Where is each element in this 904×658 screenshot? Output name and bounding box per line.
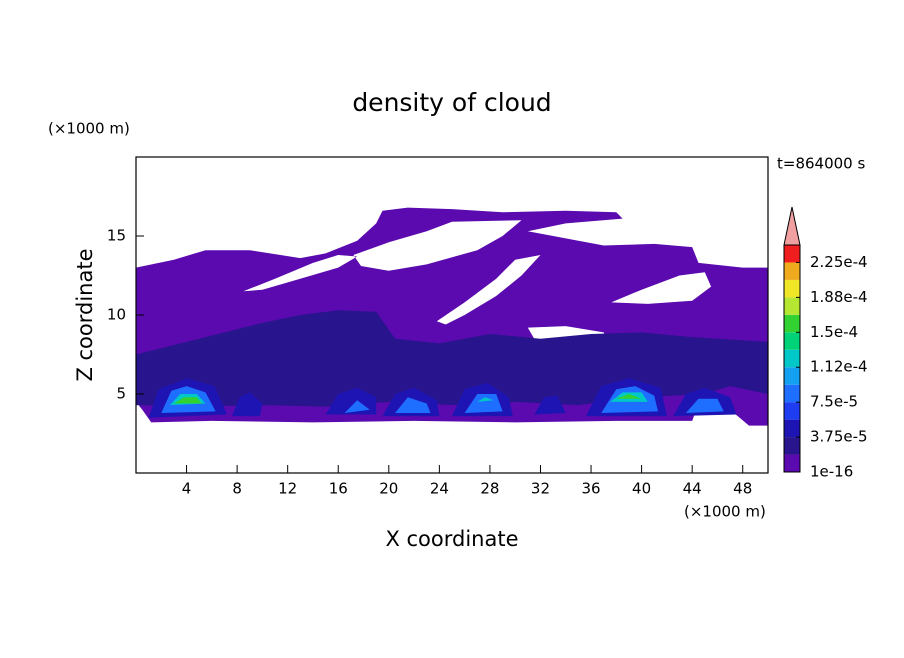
x-tick-label: 32 <box>531 480 550 498</box>
colorbar-band <box>784 332 800 350</box>
colorbar-band <box>784 454 800 472</box>
colorbar-band <box>784 262 800 280</box>
colorbar-band <box>784 297 800 315</box>
x-tick-label: 20 <box>379 480 398 498</box>
chart-title: density of cloud <box>352 88 551 117</box>
y-axis-label: Z coordinate <box>73 248 97 381</box>
time-label: t=864000 s <box>777 155 865 173</box>
x-tick-label: 12 <box>278 480 297 498</box>
contour-region <box>161 386 724 413</box>
x-tick-label: 36 <box>581 480 600 498</box>
colorbar-band <box>784 245 800 263</box>
y-tick-label: 15 <box>107 227 126 245</box>
colorbar-tick-label: 1e-16 <box>810 463 853 481</box>
colorbar-band <box>784 349 800 368</box>
colorbar-band <box>784 314 800 333</box>
colorbar-extend <box>783 206 801 246</box>
colorbar-tick-label: 1.88e-4 <box>810 288 868 306</box>
y-tick-label: 5 <box>116 385 126 403</box>
x-tick-label: 16 <box>329 480 348 498</box>
colorbar-tick-label: 2.25e-4 <box>810 253 868 271</box>
x-tick-label: 40 <box>632 480 651 498</box>
colorbar-band <box>784 437 800 455</box>
x-tick-label: 44 <box>683 480 702 498</box>
y-tick-label: 10 <box>107 306 126 324</box>
colorbar-band <box>784 367 800 385</box>
x-tick-label: 48 <box>733 480 752 498</box>
colorbar-band <box>784 402 800 420</box>
y-unit: (×1000 m) <box>48 120 130 138</box>
x-tick-label: 4 <box>182 480 192 498</box>
colorbar-band <box>784 384 800 403</box>
colorbar-frame <box>783 244 801 473</box>
colorbar-tick-label: 7.5e-5 <box>810 393 858 411</box>
x-tick-label: 24 <box>430 480 449 498</box>
colorbar-band <box>784 419 800 438</box>
colorbar-tick-label: 3.75e-5 <box>810 428 868 446</box>
x-tick-label: 28 <box>480 480 499 498</box>
colorbar-tick-label: 1.5e-4 <box>810 323 858 341</box>
x-tick-label: 8 <box>232 480 242 498</box>
x-axis-label: X coordinate <box>385 527 518 551</box>
colorbar-band <box>784 279 800 298</box>
contour-region <box>136 310 768 407</box>
x-unit: (×1000 m) <box>684 503 766 521</box>
colorbar-tick-label: 1.12e-4 <box>810 358 868 376</box>
